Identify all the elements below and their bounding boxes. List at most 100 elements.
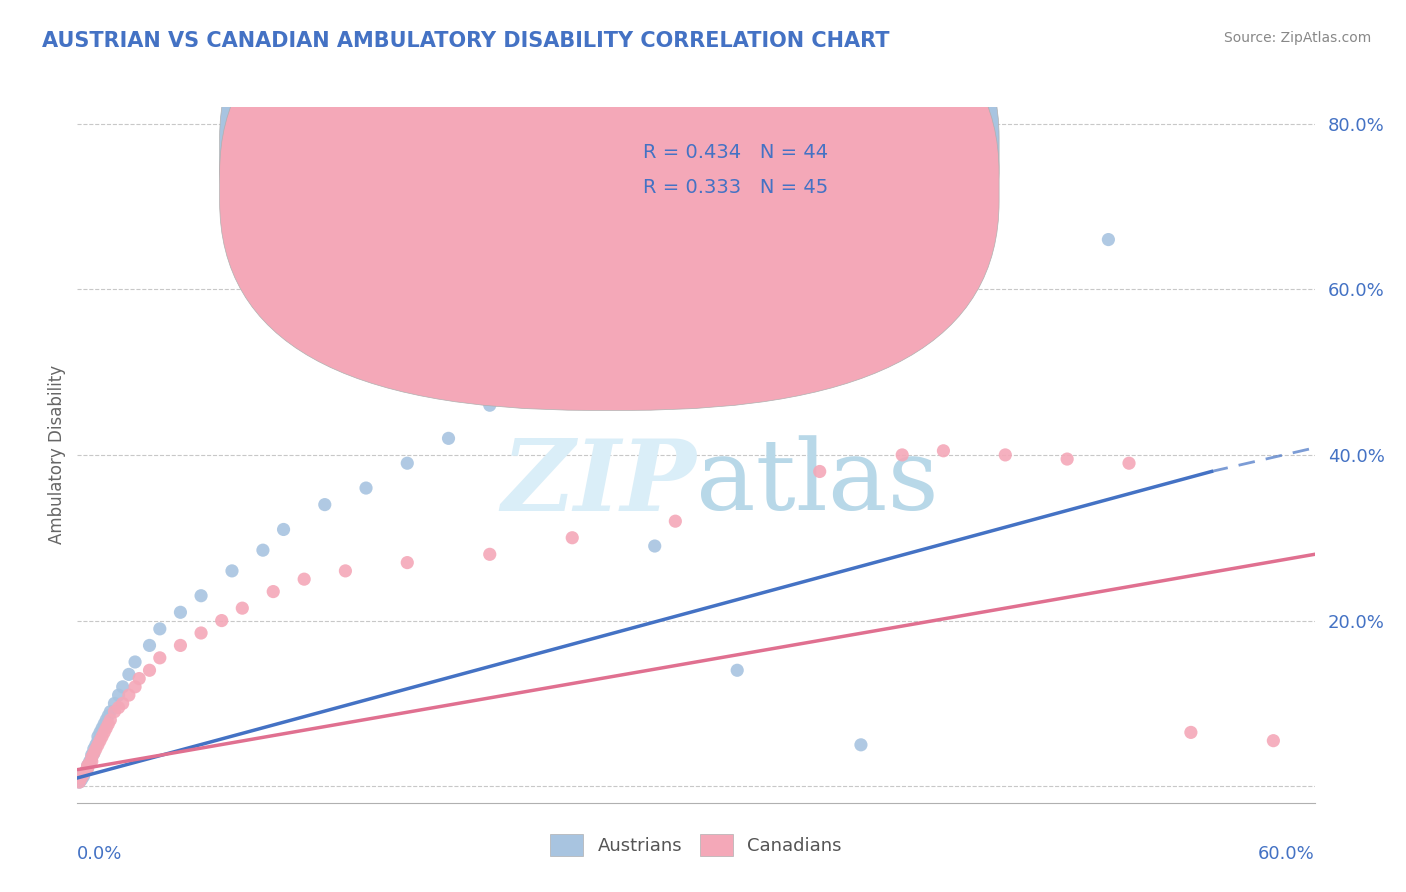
Point xyxy=(72,769,94,783)
Point xyxy=(75,764,97,779)
Text: R = 0.333   N = 45: R = 0.333 N = 45 xyxy=(643,178,828,196)
Point xyxy=(67,775,90,789)
Point xyxy=(111,680,134,694)
Point xyxy=(75,764,97,779)
Point xyxy=(891,448,914,462)
Point xyxy=(437,431,460,445)
Point xyxy=(1180,725,1202,739)
Point xyxy=(98,713,121,727)
Point xyxy=(149,622,172,636)
Point xyxy=(849,738,872,752)
Point xyxy=(79,756,101,770)
Point xyxy=(87,730,110,744)
Point xyxy=(252,543,274,558)
Point xyxy=(83,746,105,760)
Point xyxy=(190,626,212,640)
Point xyxy=(98,705,121,719)
Point xyxy=(128,672,150,686)
Point xyxy=(1263,733,1285,747)
Point xyxy=(91,721,114,735)
Point xyxy=(70,772,93,787)
Point xyxy=(84,738,107,752)
Point xyxy=(169,639,191,653)
Point xyxy=(335,564,357,578)
Text: ZIP: ZIP xyxy=(501,434,696,531)
Point xyxy=(118,667,141,681)
Point xyxy=(994,448,1017,462)
Point xyxy=(97,708,120,723)
Point xyxy=(149,651,172,665)
Point xyxy=(72,766,94,781)
Point xyxy=(190,589,212,603)
Point xyxy=(561,531,583,545)
Point xyxy=(67,775,90,789)
Point xyxy=(1097,233,1119,247)
Y-axis label: Ambulatory Disability: Ambulatory Disability xyxy=(48,366,66,544)
Point xyxy=(72,766,94,781)
Point xyxy=(221,564,243,578)
Point xyxy=(107,688,129,702)
Point xyxy=(478,398,501,412)
Point xyxy=(79,756,101,770)
Point xyxy=(80,750,103,764)
Point xyxy=(96,713,118,727)
Point xyxy=(932,443,955,458)
Point xyxy=(79,755,101,769)
Point xyxy=(1118,456,1140,470)
Point xyxy=(84,742,107,756)
Point xyxy=(211,614,233,628)
Text: 60.0%: 60.0% xyxy=(1258,845,1315,863)
Point xyxy=(354,481,377,495)
Point xyxy=(169,605,191,619)
Point xyxy=(80,755,103,769)
Point xyxy=(396,456,419,470)
Point xyxy=(89,733,111,747)
Point xyxy=(273,523,295,537)
Point xyxy=(124,655,146,669)
Text: atlas: atlas xyxy=(696,435,939,531)
Point xyxy=(111,697,134,711)
Point xyxy=(644,539,666,553)
Point xyxy=(70,771,93,785)
Point xyxy=(83,742,105,756)
Point xyxy=(1056,452,1078,467)
Text: AUSTRIAN VS CANADIAN AMBULATORY DISABILITY CORRELATION CHART: AUSTRIAN VS CANADIAN AMBULATORY DISABILI… xyxy=(42,31,890,51)
Point xyxy=(314,498,336,512)
Point xyxy=(87,733,110,747)
Text: R = 0.434   N = 44: R = 0.434 N = 44 xyxy=(643,143,828,161)
Point xyxy=(124,680,146,694)
Point xyxy=(87,738,110,752)
Point xyxy=(808,465,831,479)
Point xyxy=(664,514,686,528)
Point xyxy=(83,746,105,760)
Point xyxy=(93,717,115,731)
Text: Source: ZipAtlas.com: Source: ZipAtlas.com xyxy=(1223,31,1371,45)
FancyBboxPatch shape xyxy=(567,119,981,212)
Point xyxy=(138,663,160,677)
Point xyxy=(725,663,748,677)
Point xyxy=(396,556,419,570)
Point xyxy=(76,758,98,772)
Point xyxy=(138,639,160,653)
Point xyxy=(80,750,103,764)
Point xyxy=(76,761,98,775)
Point xyxy=(292,572,315,586)
Point xyxy=(103,705,125,719)
Point xyxy=(76,758,98,772)
Point xyxy=(103,697,125,711)
Point xyxy=(96,721,118,735)
Point xyxy=(561,365,583,379)
Point xyxy=(107,700,129,714)
Legend: Austrians, Canadians: Austrians, Canadians xyxy=(543,827,849,863)
Point xyxy=(262,584,284,599)
Point xyxy=(89,725,111,739)
Point xyxy=(93,725,115,739)
Point xyxy=(80,747,103,762)
FancyBboxPatch shape xyxy=(219,0,1000,410)
Point xyxy=(118,688,141,702)
Point xyxy=(231,601,253,615)
Point xyxy=(478,547,501,561)
Text: 0.0%: 0.0% xyxy=(77,845,122,863)
FancyBboxPatch shape xyxy=(219,0,1000,376)
Point xyxy=(91,730,114,744)
